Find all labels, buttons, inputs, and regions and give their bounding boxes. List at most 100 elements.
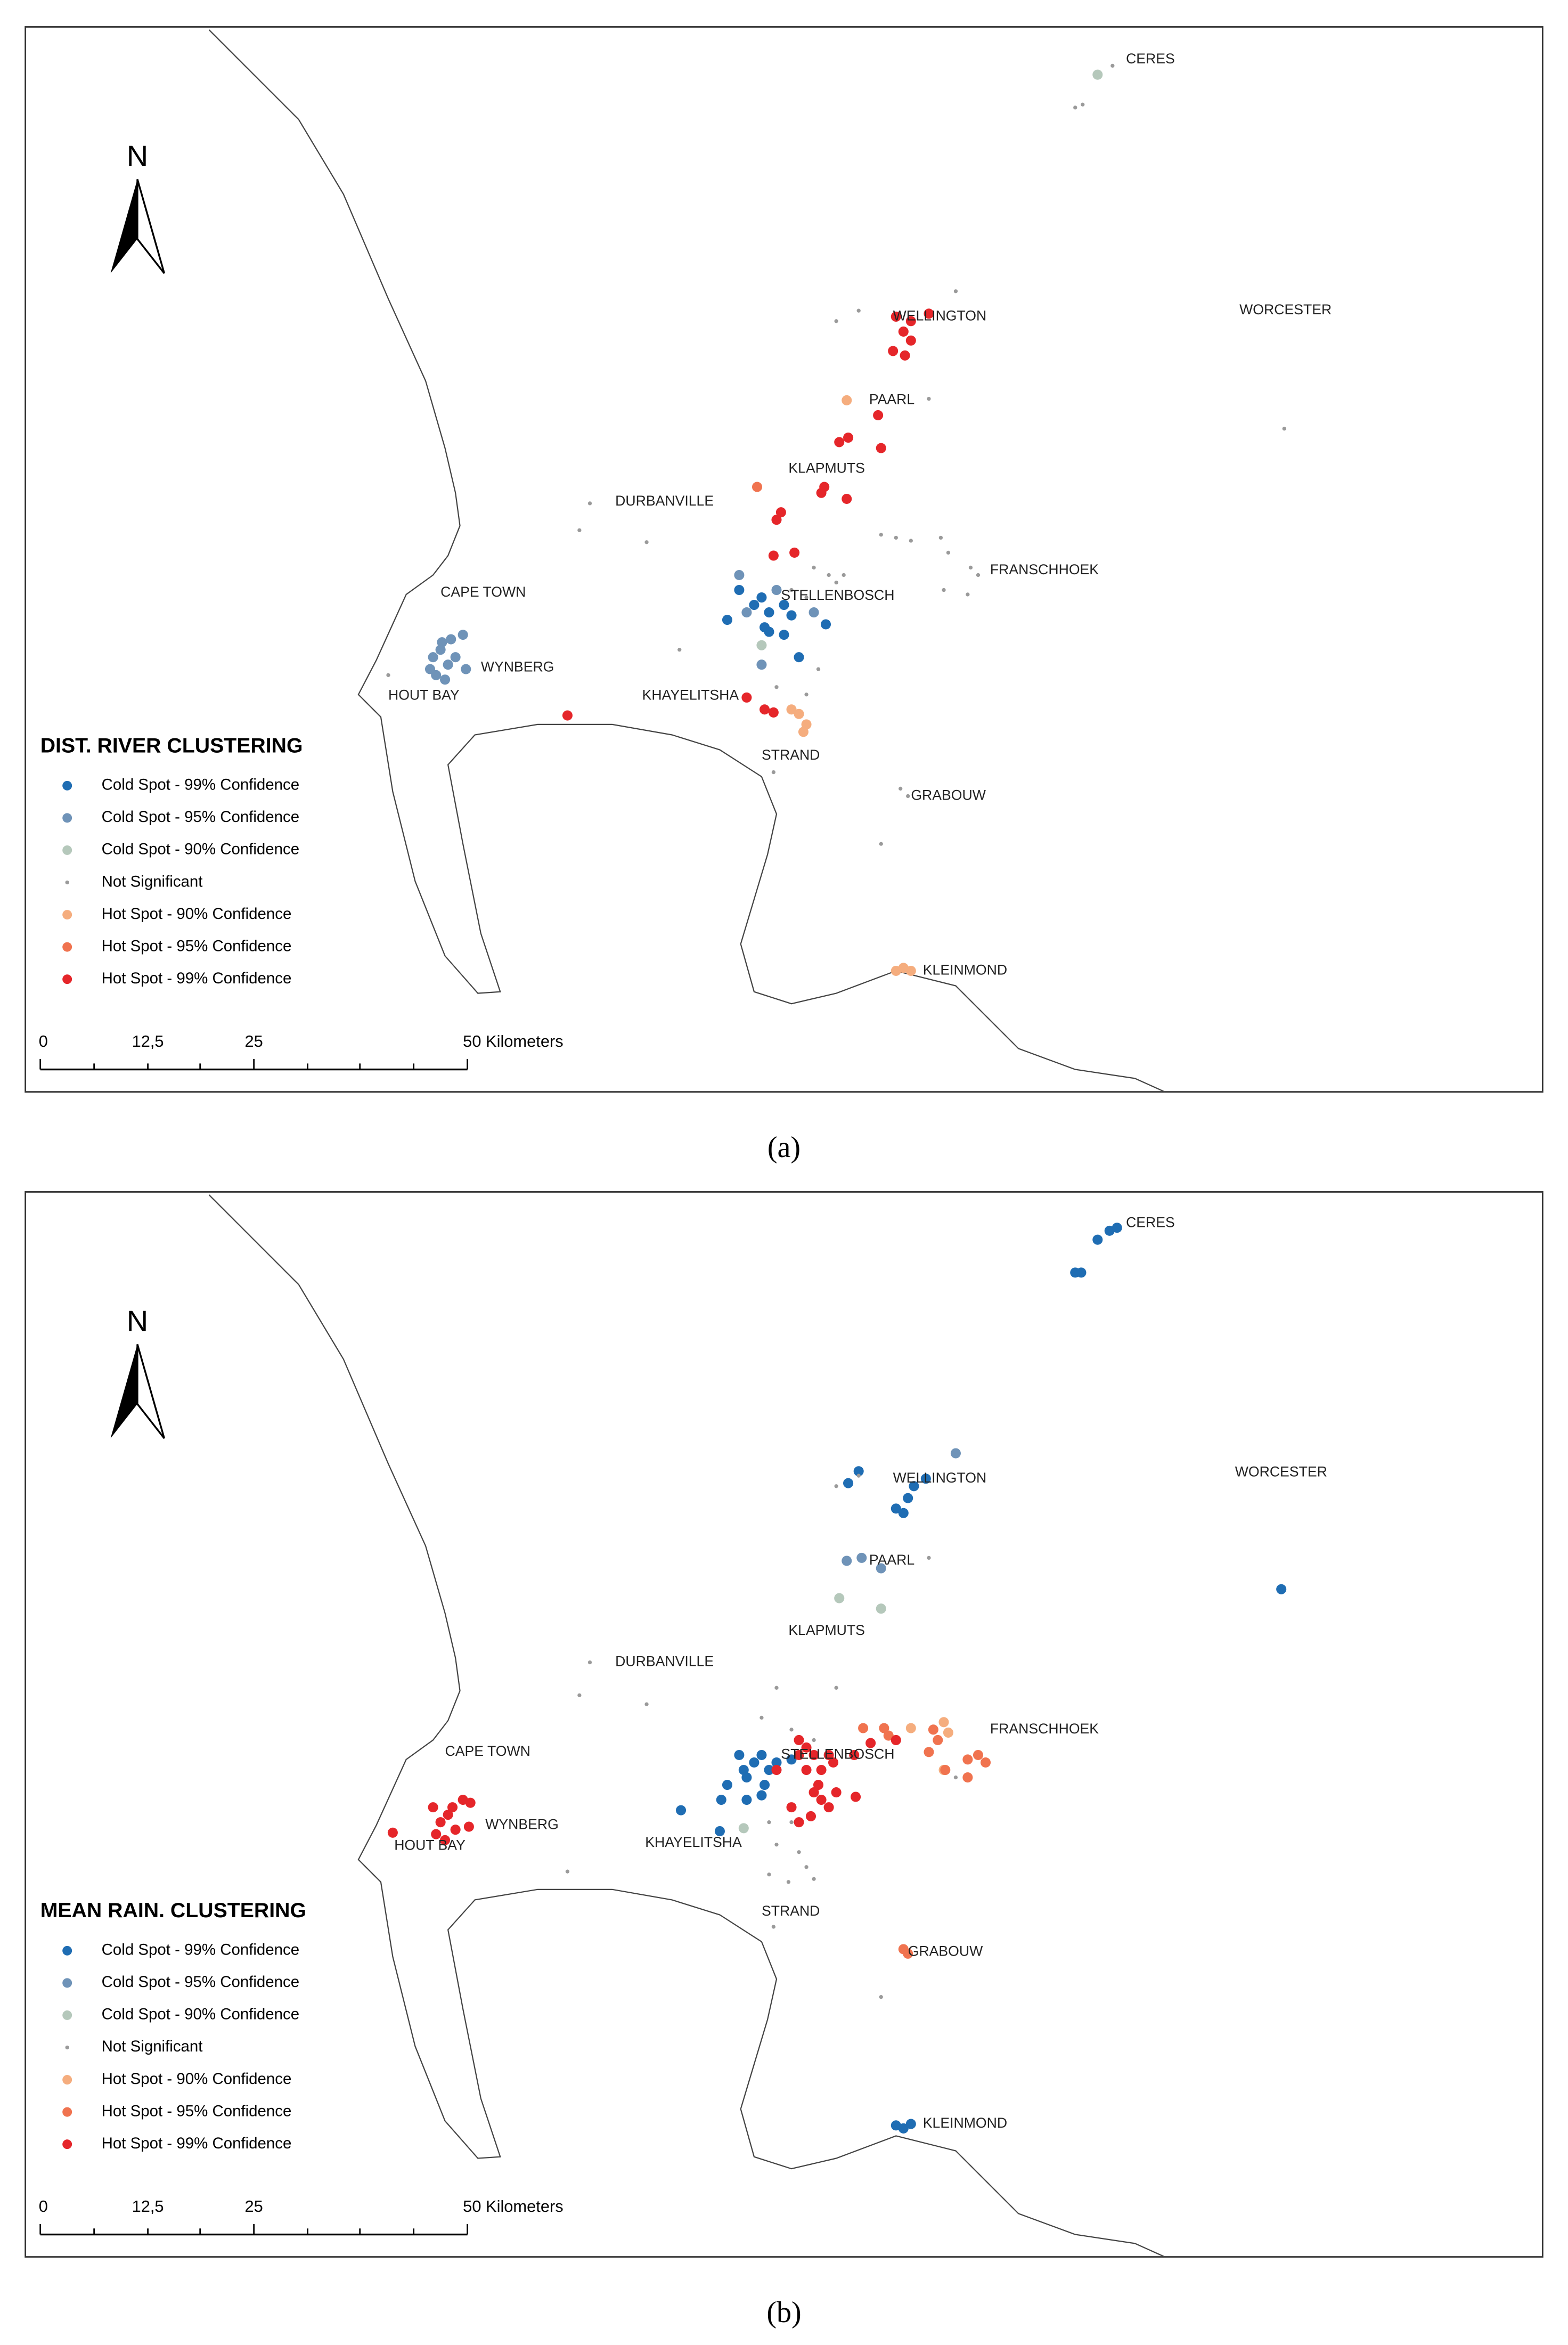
cluster-point	[842, 493, 852, 504]
cluster-point	[443, 1810, 453, 1820]
cluster-point	[428, 1802, 438, 1813]
cluster-point	[794, 652, 804, 663]
cluster-point	[435, 1817, 446, 1828]
cluster-point	[834, 580, 838, 585]
cluster-point	[1081, 102, 1085, 107]
cluster-point	[771, 1757, 782, 1768]
cluster-point	[1073, 105, 1077, 110]
cluster-point	[801, 1742, 812, 1753]
place-label: CAPE TOWN	[440, 584, 526, 600]
legend-label: Hot Spot - 99% Confidence	[102, 2135, 292, 2152]
legend-label: Cold Spot - 95% Confidence	[102, 808, 299, 826]
cluster-point	[749, 600, 760, 610]
cluster-point	[760, 704, 770, 715]
cluster-point	[722, 1780, 732, 1790]
cluster-point	[644, 540, 649, 544]
place-label: WYNBERG	[485, 1816, 559, 1832]
cluster-point	[587, 1660, 592, 1665]
cluster-point	[458, 630, 468, 640]
cluster-point	[899, 786, 903, 791]
legend-symbol	[62, 974, 72, 984]
cluster-point	[767, 1820, 771, 1825]
cluster-point	[565, 1869, 570, 1874]
place-label: KLAPMUTS	[788, 1622, 865, 1638]
cluster-point	[767, 1872, 771, 1877]
scale-label: 25	[244, 2197, 263, 2216]
cluster-point	[387, 1827, 398, 1838]
cluster-point	[820, 619, 831, 630]
cluster-point	[816, 1764, 827, 1776]
cluster-point	[938, 535, 943, 540]
cluster-point	[801, 1764, 812, 1776]
cluster-point	[894, 535, 898, 540]
legend-title: MEAN RAIN. CLUSTERING	[40, 1899, 306, 1922]
cluster-point	[876, 443, 886, 453]
cluster-point	[786, 1802, 797, 1813]
cluster-point	[827, 573, 831, 577]
legend-label: Hot Spot - 90% Confidence	[102, 2070, 292, 2088]
cluster-point	[804, 1865, 808, 1869]
place-label: KLAPMUTS	[788, 460, 865, 476]
cluster-point	[424, 664, 436, 674]
cluster-point	[771, 584, 782, 596]
cluster-point	[980, 1757, 991, 1768]
legend-symbol	[65, 880, 69, 885]
cluster-point	[816, 1795, 827, 1805]
cluster-point	[876, 1563, 886, 1574]
scale-label: 12,5	[132, 2197, 164, 2216]
cluster-point	[431, 1829, 442, 1839]
cluster-point	[906, 794, 910, 799]
cluster-point	[756, 592, 767, 603]
cluster-point	[1110, 63, 1115, 68]
cluster-point	[834, 1686, 838, 1690]
cluster-point	[760, 1715, 764, 1720]
cluster-point	[813, 1780, 824, 1790]
cluster-point	[808, 1787, 819, 1798]
cluster-point	[891, 1503, 901, 1514]
cluster-point	[756, 1749, 767, 1761]
cluster-point	[849, 1749, 860, 1761]
cluster-point	[946, 550, 951, 555]
cluster-point	[940, 1764, 951, 1776]
place-label: PAARL	[869, 1552, 914, 1568]
cluster-point	[440, 674, 451, 685]
cluster-point	[834, 1593, 845, 1603]
cluster-point	[1076, 1267, 1087, 1278]
cluster-point	[900, 350, 910, 361]
legend-symbol	[62, 910, 72, 920]
cluster-point	[812, 1738, 816, 1743]
cluster-point	[779, 600, 789, 610]
cluster-point	[927, 396, 931, 401]
place-label: HOUT BAY	[388, 687, 460, 703]
place-label: PAARL	[869, 391, 914, 407]
cluster-point	[858, 1723, 869, 1733]
cluster-point	[856, 308, 861, 313]
cluster-point	[741, 1772, 752, 1783]
cluster-point	[898, 1508, 909, 1518]
cluster-point	[962, 1772, 973, 1783]
place-label: STELLENBOSCH	[781, 1746, 894, 1762]
cluster-point	[834, 1484, 838, 1488]
cluster-point	[756, 640, 767, 650]
cluster-point	[853, 1466, 864, 1477]
cluster-point	[842, 1556, 852, 1566]
place-label: WELLINGTON	[893, 1470, 987, 1486]
place-label: KLEINMOND	[923, 2115, 1007, 2131]
legend-label: Cold Spot - 90% Confidence	[102, 841, 299, 858]
legend-symbol	[62, 1978, 72, 1988]
cluster-point	[842, 395, 852, 405]
legend-label: Cold Spot - 95% Confidence	[102, 1973, 299, 1991]
cluster-point	[428, 652, 438, 663]
cluster-point	[722, 615, 732, 625]
cluster-point	[446, 634, 456, 645]
cluster-point	[924, 1747, 934, 1757]
cluster-point	[891, 311, 901, 322]
cluster-point	[794, 1749, 804, 1761]
cluster-point	[749, 1757, 760, 1768]
cluster-point	[741, 692, 752, 703]
legend-title: DIST. RIVER CLUSTERING	[40, 734, 303, 757]
cluster-point	[794, 1817, 804, 1828]
cluster-point	[738, 1823, 749, 1834]
cluster-point	[888, 346, 899, 356]
cluster-point	[774, 1686, 779, 1690]
